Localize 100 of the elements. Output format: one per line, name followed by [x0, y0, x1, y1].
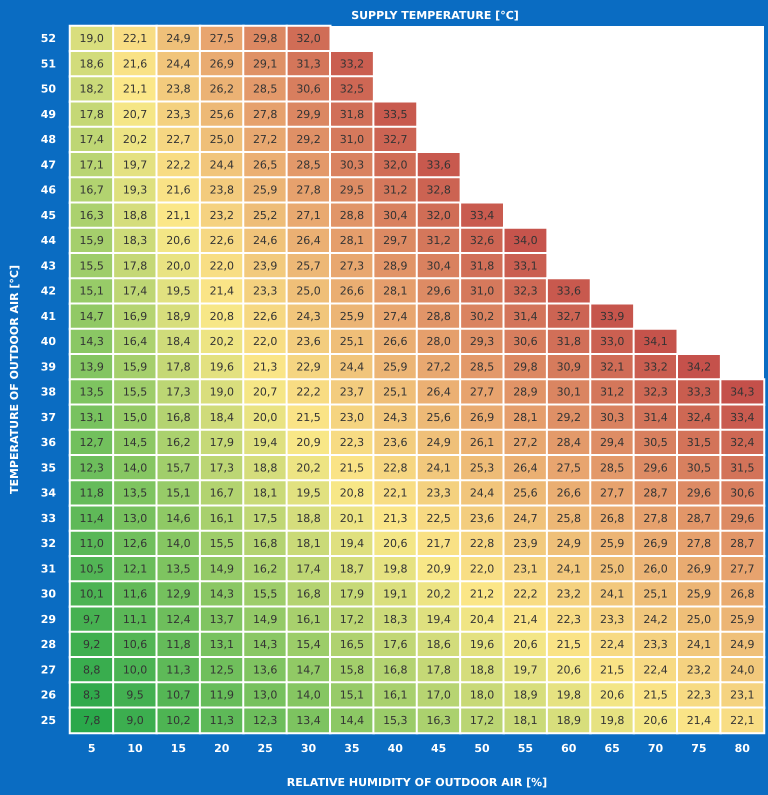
data-label: 19,8	[383, 562, 408, 576]
data-label: 20,6	[166, 234, 191, 248]
data-label: 8,3	[82, 688, 100, 702]
data-label: 22,0	[470, 562, 494, 576]
data-label: 23,3	[166, 108, 191, 121]
data-label: 17,8	[79, 108, 104, 121]
data-label: 31,4	[643, 410, 668, 424]
data-label: 17,0	[426, 688, 451, 702]
data-label: 24,9	[426, 436, 451, 450]
data-label: 26,8	[730, 588, 755, 601]
data-label: 28,4	[556, 436, 582, 450]
data-label: 20,1	[340, 512, 364, 525]
data-label: 11,3	[210, 714, 234, 727]
data-label: 28,7	[730, 537, 755, 550]
data-label: 13,5	[79, 386, 104, 399]
data-label: 29,2	[296, 133, 321, 146]
data-label: 19,4	[426, 612, 451, 626]
data-label: 25,8	[556, 512, 582, 525]
data-label: 21,1	[122, 82, 148, 96]
data-label: 15,5	[210, 537, 234, 550]
data-label: 25,7	[296, 259, 321, 272]
chart-title: SUPPLY TEMPERATURE [°C]	[351, 9, 519, 22]
data-label: 25,1	[340, 335, 364, 348]
data-label: 29,2	[556, 410, 582, 424]
y-tick-label: 28	[40, 638, 56, 652]
data-label: 32,0	[383, 158, 408, 172]
data-label: 19,5	[166, 284, 191, 298]
data-label: 25,0	[600, 562, 624, 576]
data-label: 23,9	[513, 537, 538, 550]
x-tick-label: 50	[474, 742, 490, 755]
data-label: 23,1	[513, 562, 538, 576]
data-label: 19,4	[252, 436, 278, 450]
y-tick-label: 48	[40, 133, 56, 146]
data-label: 25,0	[210, 133, 234, 146]
data-label: 9,7	[82, 612, 100, 626]
data-label: 16,8	[252, 537, 278, 550]
data-label: 19,3	[122, 184, 148, 197]
data-label: 31,5	[730, 461, 755, 474]
data-label: 25,0	[686, 612, 712, 626]
data-label: 15,1	[166, 486, 191, 500]
data-label: 31,8	[470, 259, 494, 272]
x-tick-label: 5	[88, 742, 96, 755]
data-label: 20,8	[210, 310, 234, 323]
data-label: 27,8	[296, 184, 321, 197]
data-label: 23,6	[383, 436, 408, 450]
data-label: 12,3	[79, 461, 104, 474]
data-label: 26,5	[252, 158, 278, 172]
data-label: 25,9	[383, 360, 408, 374]
data-label: 14,9	[210, 562, 234, 576]
data-label: 19,8	[556, 688, 582, 702]
data-label: 23,3	[643, 638, 668, 652]
data-label: 28,8	[426, 310, 451, 323]
x-tick-label: 65	[604, 742, 620, 755]
data-label: 33,9	[600, 310, 624, 323]
data-label: 16,8	[383, 663, 408, 676]
data-label: 22,2	[513, 588, 538, 601]
data-label: 31,2	[600, 386, 624, 399]
data-label: 9,2	[82, 638, 100, 652]
data-label: 20,2	[296, 461, 321, 474]
y-tick-label: 51	[40, 57, 56, 70]
data-label: 17,8	[426, 663, 451, 676]
data-label: 17,4	[122, 284, 148, 298]
data-label: 13,0	[252, 688, 278, 702]
data-label: 31,2	[426, 234, 451, 248]
data-label: 17,2	[340, 612, 364, 626]
data-label: 16,7	[79, 184, 104, 197]
data-label: 27,8	[252, 108, 278, 121]
data-label: 18,4	[210, 410, 234, 424]
y-tick-label: 25	[40, 714, 56, 727]
data-label: 13,0	[122, 512, 148, 525]
data-label: 19,7	[513, 663, 538, 676]
data-label: 26,6	[340, 284, 364, 298]
data-label: 18,6	[426, 638, 451, 652]
data-label: 29,6	[730, 512, 755, 525]
y-tick-label: 46	[40, 184, 56, 197]
data-label: 11,0	[79, 537, 104, 550]
data-label: 22,9	[296, 360, 321, 374]
data-label: 15,7	[166, 461, 191, 474]
data-label: 33,2	[643, 360, 668, 374]
data-label: 28,7	[686, 512, 712, 525]
data-label: 30,9	[556, 360, 582, 374]
data-label: 17,5	[252, 512, 278, 525]
data-label: 30,3	[600, 410, 624, 424]
data-label: 32,3	[513, 284, 538, 298]
data-label: 20,2	[426, 588, 451, 601]
data-label: 23,2	[686, 663, 712, 676]
data-label: 10,1	[79, 588, 104, 601]
data-label: 13,5	[122, 486, 148, 500]
data-label: 21,3	[383, 512, 408, 525]
data-label: 26,8	[600, 512, 624, 525]
data-label: 24,0	[730, 663, 755, 676]
data-label: 8,8	[82, 663, 100, 676]
data-label: 30,2	[470, 310, 494, 323]
data-label: 21,5	[340, 461, 364, 474]
data-label: 9,5	[126, 688, 144, 702]
data-label: 23,8	[166, 82, 191, 96]
y-tick-label: 52	[40, 32, 56, 46]
data-label: 17,9	[340, 588, 364, 601]
data-label: 22,3	[686, 688, 712, 702]
data-label: 17,3	[210, 461, 234, 474]
